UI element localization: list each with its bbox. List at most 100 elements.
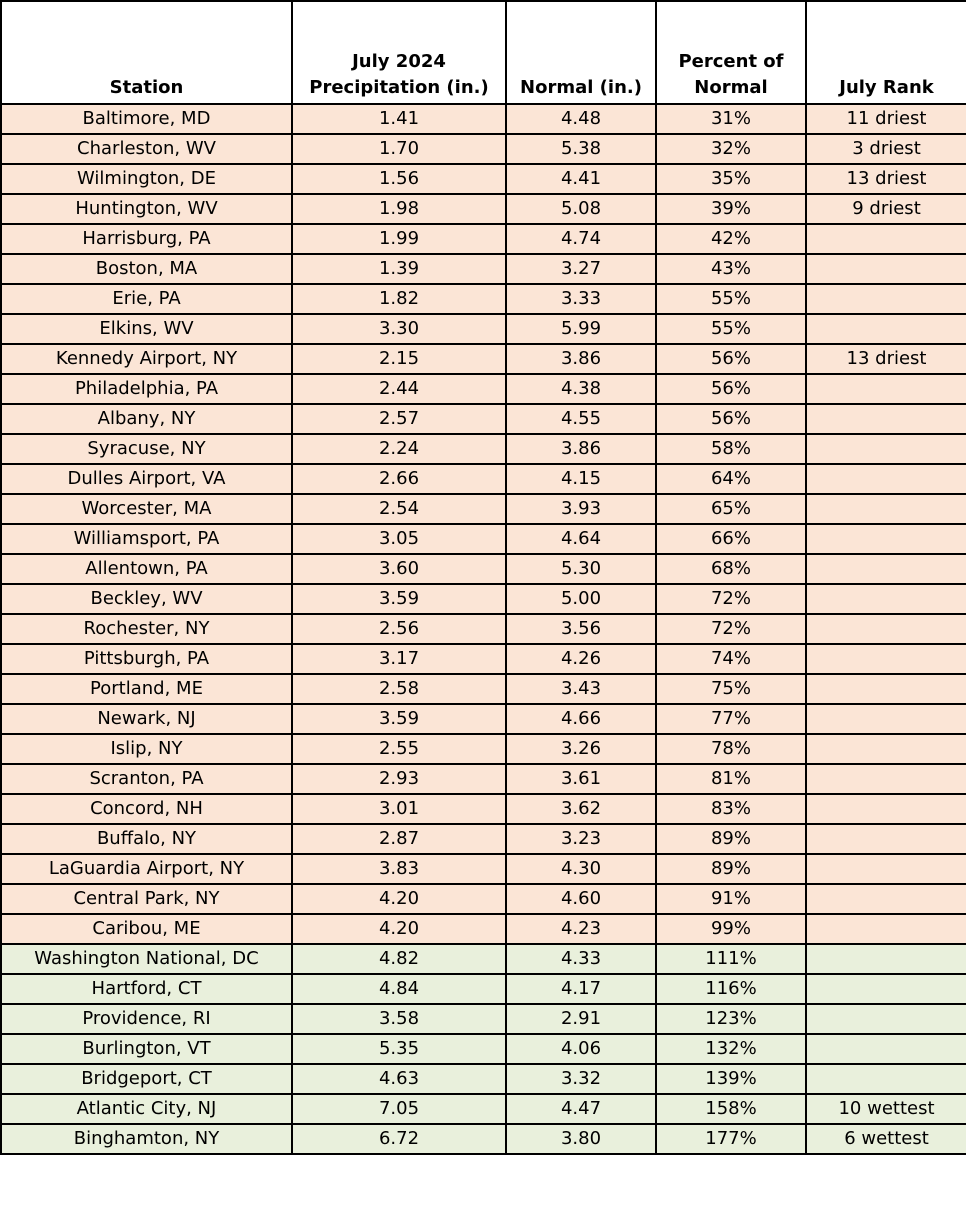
table-cell: 3.43 [505,673,657,705]
table-cell: 3.05 [291,523,507,555]
table-cell: 65% [655,493,807,525]
table-cell: 5.99 [505,313,657,345]
table-row: Caribou, ME 4.20 4.23 99% [0,913,966,945]
table-cell: 158% [655,1093,807,1125]
table-cell: LaGuardia Airport, NY [0,853,293,885]
table-cell: 11 driest [805,103,966,135]
table-cell: 68% [655,553,807,585]
table-cell: 4.74 [505,223,657,255]
table-row: Harrisburg, PA 1.99 4.74 42% [0,223,966,255]
empty-cell [805,643,966,675]
table-row: Atlantic City, NJ 7.05 4.47 158% 10 wettest [0,1093,966,1125]
table-cell: 4.41 [505,163,657,195]
table-cell: 56% [655,403,807,435]
table-cell: 2.15 [291,343,507,375]
table-cell: Atlantic City, NJ [0,1093,293,1125]
table-row: Allentown, PA 3.60 5.30 68% [0,553,966,585]
table-cell: Charleston, WV [0,133,293,165]
table-cell: Bridgeport, CT [0,1063,293,1095]
table-cell: 132% [655,1033,807,1065]
table-cell: 6 wettest [805,1123,966,1155]
table-row: Williamsport, PA 3.05 4.64 66% [0,523,966,555]
table-cell: 75% [655,673,807,705]
table-cell: 2.66 [291,463,507,495]
table-cell: 1.98 [291,193,507,225]
table-cell: 43% [655,253,807,285]
table-cell: Syracuse, NY [0,433,293,465]
table-body: Baltimore, MD 1.41 4.48 31% 11 driest Charles… [0,103,966,1155]
table-cell: 5.30 [505,553,657,585]
table-cell: 1.82 [291,283,507,315]
empty-cell [805,793,966,825]
empty-cell [805,1063,966,1095]
table-cell: 4.47 [505,1093,657,1125]
empty-cell [805,763,966,795]
table-row: Boston, MA 1.39 3.27 43% [0,253,966,285]
table-cell: 4.84 [291,973,507,1005]
table-cell: 4.26 [505,643,657,675]
table-cell: 5.35 [291,1033,507,1065]
table-cell: 177% [655,1123,807,1155]
column-header: Normal (in.) [505,0,657,105]
table-cell: Caribou, ME [0,913,293,945]
table-cell: Pittsburgh, PA [0,643,293,675]
empty-cell [805,613,966,645]
empty-cell [805,493,966,525]
table-cell: 3.32 [505,1063,657,1095]
table-cell: Worcester, MA [0,493,293,525]
table-cell: 5.08 [505,193,657,225]
empty-cell [805,583,966,615]
table-cell: 4.64 [505,523,657,555]
table-row: Worcester, MA 2.54 3.93 65% [0,493,966,525]
table-cell: 3.59 [291,583,507,615]
table-cell: 3.61 [505,763,657,795]
empty-cell [805,883,966,915]
table-cell: 3.93 [505,493,657,525]
table-cell: 66% [655,523,807,555]
table-cell: 3.58 [291,1003,507,1035]
table-cell: 58% [655,433,807,465]
precipitation-table: Station July 2024 Precipitation (in.) Norm… [0,0,966,1155]
table-cell: 3.01 [291,793,507,825]
table-cell: 3.60 [291,553,507,585]
table-cell: 1.41 [291,103,507,135]
table-cell: 2.54 [291,493,507,525]
table-cell: 5.00 [505,583,657,615]
table-row: Elkins, WV 3.30 5.99 55% [0,313,966,345]
table-cell: 55% [655,313,807,345]
table-cell: 4.60 [505,883,657,915]
table-cell: 3.59 [291,703,507,735]
table-cell: 4.66 [505,703,657,735]
column-header: Percent of Normal [655,0,807,105]
table-cell: Rochester, NY [0,613,293,645]
table-cell: 3.26 [505,733,657,765]
empty-cell [805,283,966,315]
table-cell: 139% [655,1063,807,1095]
empty-cell [805,853,966,885]
table-cell: 2.44 [291,373,507,405]
table-cell: 3.83 [291,853,507,885]
table-row: Pittsburgh, PA 3.17 4.26 74% [0,643,966,675]
empty-cell [805,253,966,285]
table-cell: Central Park, NY [0,883,293,915]
table-row: Syracuse, NY 2.24 3.86 58% [0,433,966,465]
table-row: Wilmington, DE 1.56 4.41 35% 13 driest [0,163,966,195]
table-cell: 31% [655,103,807,135]
table-cell: 1.99 [291,223,507,255]
table-row: Washington National, DC 4.82 4.33 111% [0,943,966,975]
table-cell: 123% [655,1003,807,1035]
table-cell: Beckley, WV [0,583,293,615]
table-cell: 32% [655,133,807,165]
table-cell: Dulles Airport, VA [0,463,293,495]
table-cell: Erie, PA [0,283,293,315]
table-cell: 1.56 [291,163,507,195]
table-cell: 72% [655,613,807,645]
table-cell: Washington National, DC [0,943,293,975]
table-cell: 2.87 [291,823,507,855]
table-cell: 78% [655,733,807,765]
empty-cell [805,433,966,465]
table-cell: Burlington, VT [0,1033,293,1065]
table-cell: Binghamton, NY [0,1123,293,1155]
table-cell: 99% [655,913,807,945]
